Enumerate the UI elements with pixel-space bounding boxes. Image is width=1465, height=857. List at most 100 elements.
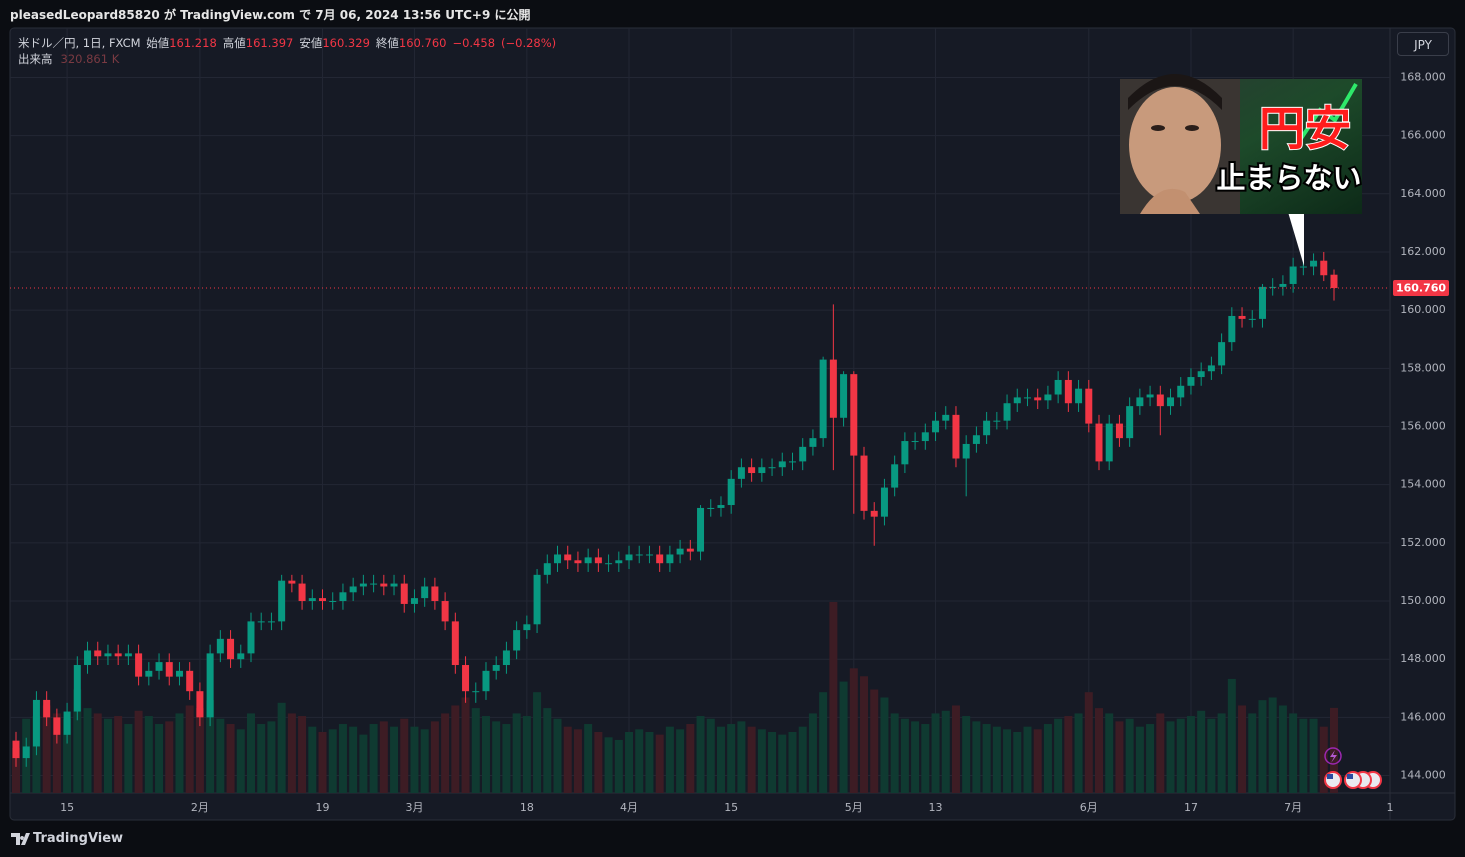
candle-body [891,464,899,488]
candle-body [768,467,776,469]
candle-body [1187,377,1195,386]
candle-body [339,592,347,602]
candle-body [1248,318,1256,320]
volume-bar [134,710,143,793]
volume-bar [12,747,20,793]
candle-body [1044,394,1052,401]
candle-body [237,653,245,660]
high-value: 161.397 [245,36,294,50]
candle-body [1095,423,1103,462]
volume-bar [1238,705,1247,793]
candle-body [492,665,500,671]
candle-body [32,699,40,747]
volume-bar [359,734,368,793]
volume-bar [890,713,899,793]
candle-body [870,510,878,517]
volume-bar [451,705,460,793]
volume-bar [1115,721,1124,793]
candle-body [533,574,541,625]
currency-button[interactable]: JPY [1397,32,1449,56]
volume-bar [553,718,562,793]
candle-body [625,554,633,561]
volume-bar [655,734,664,793]
volume-bar [604,737,613,793]
candle-body [472,691,480,693]
candle-body [63,711,71,735]
volume-bar [144,716,153,793]
candle-body [1238,315,1246,319]
candle-body [1126,406,1134,439]
volume-bar [328,729,337,793]
volume-bar [757,729,766,793]
brand-logo [11,833,30,845]
volume-bar [686,724,695,793]
volume-bar [349,726,358,793]
candle-body [819,359,827,439]
volume-bar [1186,716,1195,793]
candle-body [482,670,490,692]
brand: TradingView [33,831,124,846]
last-price-label: 160.760 [1396,282,1446,295]
candle-body [124,653,132,657]
candle-body [370,583,378,585]
candle-body [329,601,337,603]
candle-body [53,717,61,735]
candle-body [227,638,235,660]
candle-body [165,662,173,677]
candle-body [932,420,940,433]
candle-body [308,598,316,602]
y-tick-label: 150.000 [1400,594,1446,607]
volume-bar [175,713,184,793]
candle-body [73,665,81,712]
volume-bar [1043,724,1052,793]
candle-body [196,691,204,718]
candle-body [1064,379,1072,404]
candle-body [1177,385,1185,398]
candle-body [809,438,817,447]
candle-body [676,548,684,555]
volume-bar [747,726,756,793]
candle-body [972,435,980,444]
candle-body [12,740,20,759]
hand [1140,188,1200,214]
low-value: 160.329 [322,36,370,50]
y-tick-label: 160.000 [1400,303,1446,316]
change: −0.458 [452,36,496,50]
volume-bar [1166,721,1175,793]
candle-body [901,441,909,465]
volume-bar [1105,713,1114,793]
candle-body [298,583,306,602]
candle-body [1269,286,1277,288]
volume-bar [257,724,266,793]
volume-bar [1217,713,1226,793]
candle-body [1013,397,1021,404]
volume-bar [420,729,429,793]
candle-body [410,598,418,604]
candle-body [574,560,582,564]
y-tick-label: 168.000 [1400,70,1446,83]
candle-body [114,653,122,657]
candle-body [257,621,265,623]
volume-bar [63,718,72,793]
volume-bar [400,718,409,793]
candle-body [1054,379,1062,395]
volume-bar [1064,716,1073,793]
x-tick-label: 13 [929,801,943,814]
volume-bar [645,731,654,793]
candle-body [615,560,623,564]
volume-bar [584,724,593,793]
volume-bar [911,721,920,793]
volume-bar [1013,731,1022,793]
candle-body [1320,260,1328,276]
candle-body [390,583,398,587]
candle-body [1310,260,1318,267]
volume-bar [716,726,725,793]
candle-body [1218,342,1226,366]
volume-bar [124,724,133,793]
candle-body [840,374,848,418]
volume-bar [563,726,572,793]
change-percent: (−0.28%) [501,36,557,50]
candle-body [206,653,214,718]
candle-body [829,359,837,418]
volume-value: 320.861 K [60,52,120,66]
